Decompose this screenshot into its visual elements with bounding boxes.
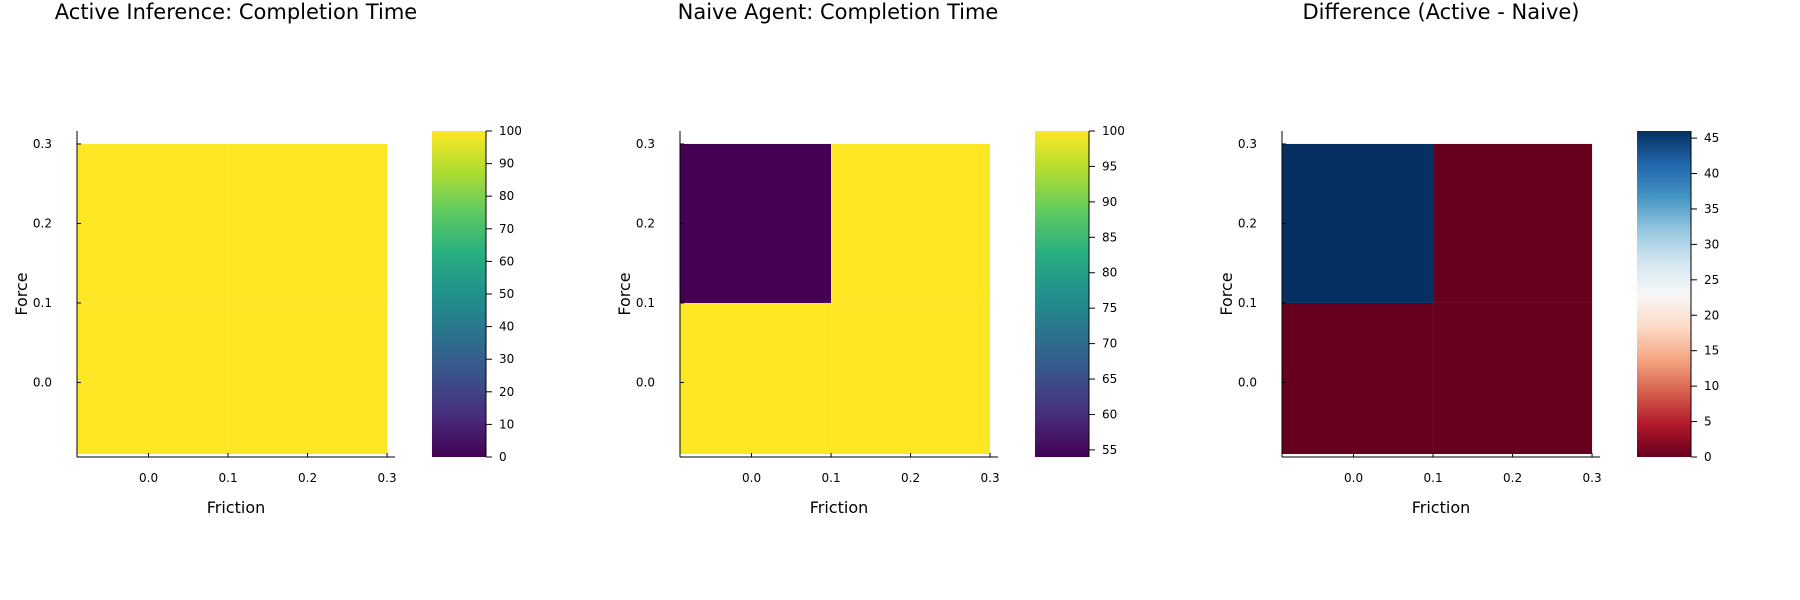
y-axis-label: Force [1217,272,1236,315]
x-tick-label: 0.1 [219,471,238,485]
colorbar-tick-label: 50 [499,287,514,301]
panel-1: Active Inference: Completion Time 0.0 0.1 0… [12,0,522,517]
heatmap-cell [1282,143,1434,303]
colorbar-tick-label: 75 [1102,301,1117,315]
y-tick-label: 0.1 [636,296,655,310]
colorbar-tick-label: 100 [1102,124,1125,138]
x-tick-label: 0.2 [298,471,317,485]
colorbar-tick-label: 95 [1102,159,1117,173]
colorbar-tick-label: 80 [1102,266,1117,280]
colorbar-tick-label: 40 [1704,167,1719,181]
x-tick-label: 0.0 [1344,471,1363,485]
x-axis-label: Friction [1412,498,1471,517]
y-axis-label: Force [12,272,31,315]
y-tick-label: 0.1 [1238,296,1257,310]
x-tick-label: 0.2 [901,471,920,485]
y-tick-label: 0.2 [636,216,655,230]
colorbar-tick-label: 25 [1704,273,1719,287]
x-tick-label: 0.1 [822,471,841,485]
y-tick-label: 0.3 [1238,137,1257,151]
colorbar-tick-label: 90 [1102,195,1117,209]
heatmap-cell [831,143,991,303]
x-axis-label: Friction [207,498,266,517]
y-tick-label: 0.1 [33,296,52,310]
y-tick-label: 0.2 [1238,216,1257,230]
colorbar-tick-label: 30 [499,352,514,366]
colorbar-tick-label: 40 [499,320,514,334]
heatmap-cell [77,143,229,303]
heatmap-cell [1282,302,1434,454]
x-tick-label: 0.3 [378,471,397,485]
x-tick-label: 0.2 [1503,471,1522,485]
x-tick-label: 0.0 [139,471,158,485]
heatmap-cell [1433,143,1593,303]
colorbar-tick-label: 5 [1704,415,1712,429]
heatmap-cell [831,302,991,454]
colorbar-tick-label: 35 [1704,202,1719,216]
colorbar-tick-label: 45 [1704,131,1719,145]
colorbar-tick-label: 85 [1102,230,1117,244]
colorbar-tick-label: 90 [499,157,514,171]
colorbar-tick-label: 0 [499,450,507,464]
colorbar-tick-label: 65 [1102,372,1117,386]
colorbar [1035,131,1089,457]
colorbar-tick-label: 60 [499,254,514,268]
y-tick-label: 0.3 [33,137,52,151]
heatmap-cell [680,302,832,454]
x-tick-label: 0.3 [1583,471,1602,485]
y-tick-label: 0.3 [636,137,655,151]
y-axis-label: Force [615,272,634,315]
colorbar [432,131,486,457]
heatmap-cell [680,143,832,303]
chart-title: Difference (Active - Naive) [1303,0,1580,24]
x-tick-label: 0.1 [1424,471,1443,485]
colorbar-tick-label: 20 [499,385,514,399]
panel-2: Naive Agent: Completion Time 0.0 0.1 0.2 0.3… [615,0,1125,517]
x-tick-label: 0.3 [981,471,1000,485]
colorbar-tick-label: 70 [1102,337,1117,351]
colorbar [1637,131,1691,457]
colorbar-tick-label: 10 [499,417,514,431]
chart-title: Naive Agent: Completion Time [678,0,999,24]
colorbar-tick-label: 10 [1704,379,1719,393]
y-tick-label: 0.0 [636,375,655,389]
chart-title: Active Inference: Completion Time [55,0,417,24]
panel-3: Difference (Active - Naive) 0.0 0.1 0.2 0.3 0… [1217,0,1719,517]
heatmap-cell [1433,302,1593,454]
heatmap-cell [77,302,229,454]
colorbar-tick-label: 20 [1704,308,1719,322]
colorbar-tick-label: 15 [1704,344,1719,358]
y-tick-label: 0.0 [33,375,52,389]
x-tick-label: 0.0 [742,471,761,485]
y-tick-label: 0.0 [1238,375,1257,389]
colorbar-tick-label: 70 [499,222,514,236]
colorbar-tick-label: 100 [499,124,522,138]
x-axis-label: Friction [810,498,869,517]
heatmap-cell [228,143,388,303]
colorbar-tick-label: 30 [1704,237,1719,251]
heatmap-cell [228,302,388,454]
colorbar-tick-label: 55 [1102,443,1117,457]
colorbar-tick-label: 60 [1102,407,1117,421]
y-tick-label: 0.2 [33,216,52,230]
colorbar-tick-label: 0 [1704,450,1712,464]
colorbar-tick-label: 80 [499,189,514,203]
